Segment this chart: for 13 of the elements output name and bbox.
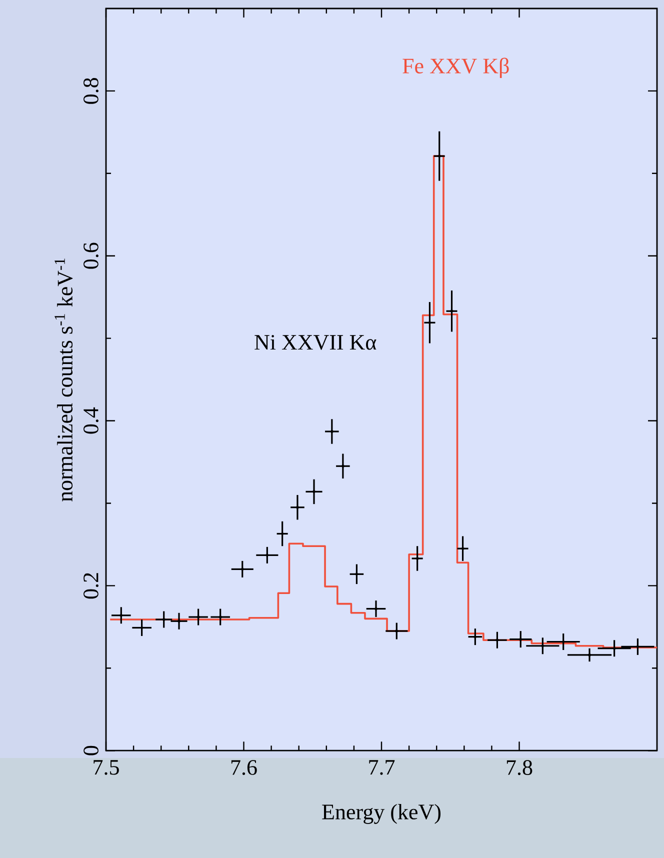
y-tick-label: 0 xyxy=(84,746,98,756)
y-tick-label: 0.8 xyxy=(84,78,98,104)
y-axis-title: normalized counts s$^{-1}$ keV$^{-1}$ xyxy=(54,258,73,502)
y-tick-label: 0.6 xyxy=(84,242,98,269)
annotation: Ni XXVII Kα xyxy=(254,334,376,350)
annotation: Fe XXV Kβ xyxy=(402,58,509,78)
x-tick-label: 7.5 xyxy=(94,760,119,775)
x-tick-label: 7.8 xyxy=(506,760,532,776)
y-tick-label: 0.4 xyxy=(84,407,98,434)
x-tick-label: 7.6 xyxy=(231,760,257,776)
y-tick-label: 0.2 xyxy=(84,573,98,599)
x-axis-title: Energy (keV) xyxy=(322,804,440,824)
x-tick-label: 7.7 xyxy=(369,760,395,775)
